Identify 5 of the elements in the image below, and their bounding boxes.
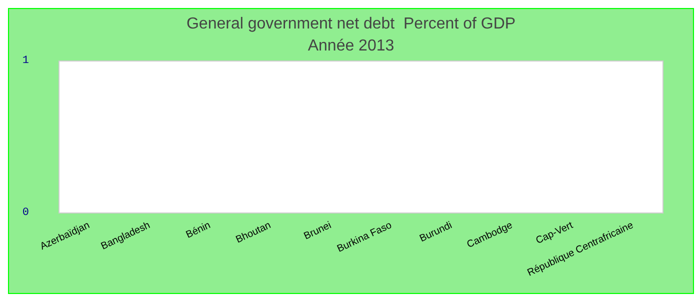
y-tick-label: 1 <box>22 55 30 67</box>
x-tick-label: Bénin <box>184 220 212 241</box>
chart-title: General government net debt Percent of GDP <box>186 16 516 32</box>
y-tick-label: 0 <box>22 207 29 219</box>
chart-subtitle: Année 2013 <box>308 38 394 54</box>
